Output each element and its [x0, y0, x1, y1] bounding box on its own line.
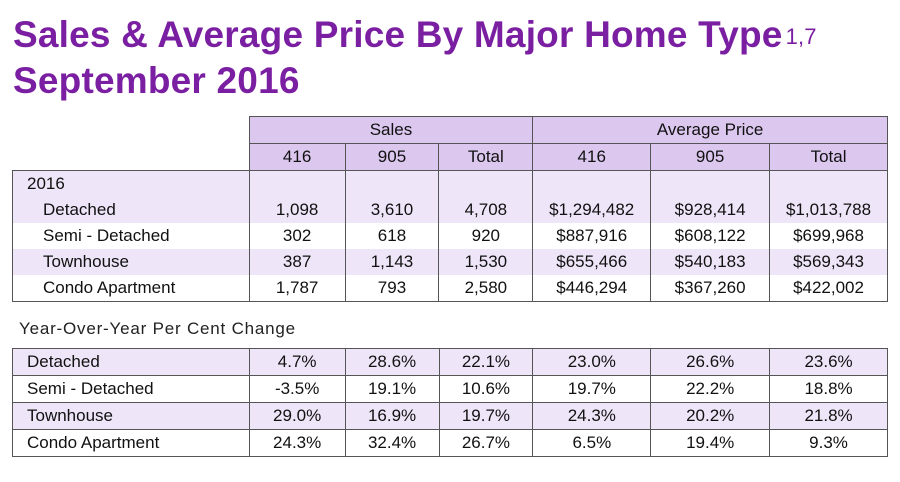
table-cell: $1,013,788 — [769, 197, 888, 223]
table-cell: 4.7% — [248, 348, 346, 376]
table-cell: $540,183 — [650, 249, 771, 275]
average-price-group-header: Average Price — [532, 116, 888, 144]
table-row: Detached 4.7% 28.6% 22.1% 23.0% 26.6% 23… — [12, 348, 888, 376]
table-cell: $608,122 — [650, 223, 771, 249]
row-label: Condo Apartment — [12, 275, 250, 302]
table-cell: 3,610 — [344, 197, 440, 223]
table-cell: 9.3% — [769, 429, 888, 457]
sales-group-header: Sales — [248, 116, 534, 144]
table-cell: 21.8% — [769, 402, 888, 430]
table-cell: 4,708 — [438, 197, 534, 223]
table-cell: 24.3% — [532, 402, 652, 430]
group-header-row: Sales Average Price — [13, 116, 888, 144]
table-cell: 387 — [248, 249, 346, 275]
sales-price-table: Sales Average Price 416 905 Total 416 90… — [12, 116, 888, 302]
table-cell: $699,968 — [769, 223, 888, 249]
column-header: Total — [769, 143, 888, 171]
table-cell: 19.1% — [344, 375, 440, 403]
table-row: Detached 1,098 3,610 4,708 $1,294,482 $9… — [12, 197, 888, 223]
column-header: Total — [438, 143, 534, 171]
row-label: Detached — [12, 348, 250, 376]
table-row: Townhouse 387 1,143 1,530 $655,466 $540,… — [12, 249, 888, 275]
table-cell: 29.0% — [248, 402, 346, 430]
table-row: Semi - Detached -3.5% 19.1% 10.6% 19.7% … — [12, 375, 888, 403]
row-label: Condo Apartment — [12, 429, 250, 457]
table-cell: 23.6% — [769, 348, 888, 376]
table-cell: 1,787 — [248, 275, 346, 302]
table-cell: 1,098 — [248, 197, 346, 223]
yoy-heading: Year-Over-Year Per Cent Change — [19, 319, 296, 338]
title-footnote-ref: 1,7 — [785, 24, 817, 49]
table-row: Townhouse 29.0% 16.9% 19.7% 24.3% 20.2% … — [12, 402, 888, 430]
table-cell: 19.7% — [438, 402, 534, 430]
table-cell: 22.1% — [438, 348, 534, 376]
table-cell: $928,414 — [650, 197, 771, 223]
table-cell: $367,260 — [650, 275, 771, 302]
table-cell: 28.6% — [344, 348, 440, 376]
year-label: 2016 — [12, 170, 250, 197]
table-cell: 618 — [344, 223, 440, 249]
column-header: 416 — [532, 143, 652, 171]
table-row: Semi - Detached 302 618 920 $887,916 $60… — [12, 223, 888, 249]
row-label: Semi - Detached — [12, 375, 250, 403]
sub-header-row: 416 905 Total 416 905 Total — [13, 143, 888, 171]
table-cell: 920 — [438, 223, 534, 249]
table-cell: $569,343 — [769, 249, 888, 275]
table-cell: 18.8% — [769, 375, 888, 403]
table-cell: 20.2% — [650, 402, 771, 430]
header-blank — [13, 144, 250, 171]
table-cell: 16.9% — [344, 402, 440, 430]
table-cell: $887,916 — [532, 223, 652, 249]
header-blank — [13, 117, 250, 144]
table-cell: 22.2% — [650, 375, 771, 403]
table-cell: 793 — [344, 275, 440, 302]
table-cell: $422,002 — [769, 275, 888, 302]
table-row: Condo Apartment 24.3% 32.4% 26.7% 6.5% 1… — [12, 429, 888, 457]
yoy-change-table: Detached 4.7% 28.6% 22.1% 23.0% 26.6% 23… — [12, 348, 888, 457]
table-cell: $1,294,482 — [532, 197, 652, 223]
table-cell: 10.6% — [438, 375, 534, 403]
column-header: 905 — [344, 143, 440, 171]
table-cell: 1,530 — [438, 249, 534, 275]
page-title: Sales & Average Price By Major Home Type… — [13, 12, 817, 104]
row-label: Townhouse — [12, 249, 250, 275]
table-cell: -3.5% — [248, 375, 346, 403]
column-header: 905 — [650, 143, 771, 171]
table-cell: 19.7% — [532, 375, 652, 403]
table-cell: $655,466 — [532, 249, 652, 275]
table-cell: 24.3% — [248, 429, 346, 457]
table-row: Condo Apartment 1,787 793 2,580 $446,294… — [12, 275, 888, 302]
table-cell: 26.7% — [438, 429, 534, 457]
row-label: Townhouse — [12, 402, 250, 430]
table-cell: $446,294 — [532, 275, 652, 302]
year-row: 2016 — [12, 170, 888, 197]
table-cell: 1,143 — [344, 249, 440, 275]
column-header: 416 — [248, 143, 346, 171]
table-cell: 26.6% — [650, 348, 771, 376]
row-label: Semi - Detached — [12, 223, 250, 249]
title-line-1: Sales & Average Price By Major Home Type — [13, 14, 783, 55]
table-cell: 6.5% — [532, 429, 652, 457]
table-cell: 32.4% — [344, 429, 440, 457]
table-cell: 23.0% — [532, 348, 652, 376]
row-label: Detached — [12, 197, 250, 223]
table-cell: 19.4% — [650, 429, 771, 457]
table-cell: 2,580 — [438, 275, 534, 302]
table-cell: 302 — [248, 223, 346, 249]
title-line-2: September 2016 — [13, 60, 300, 101]
